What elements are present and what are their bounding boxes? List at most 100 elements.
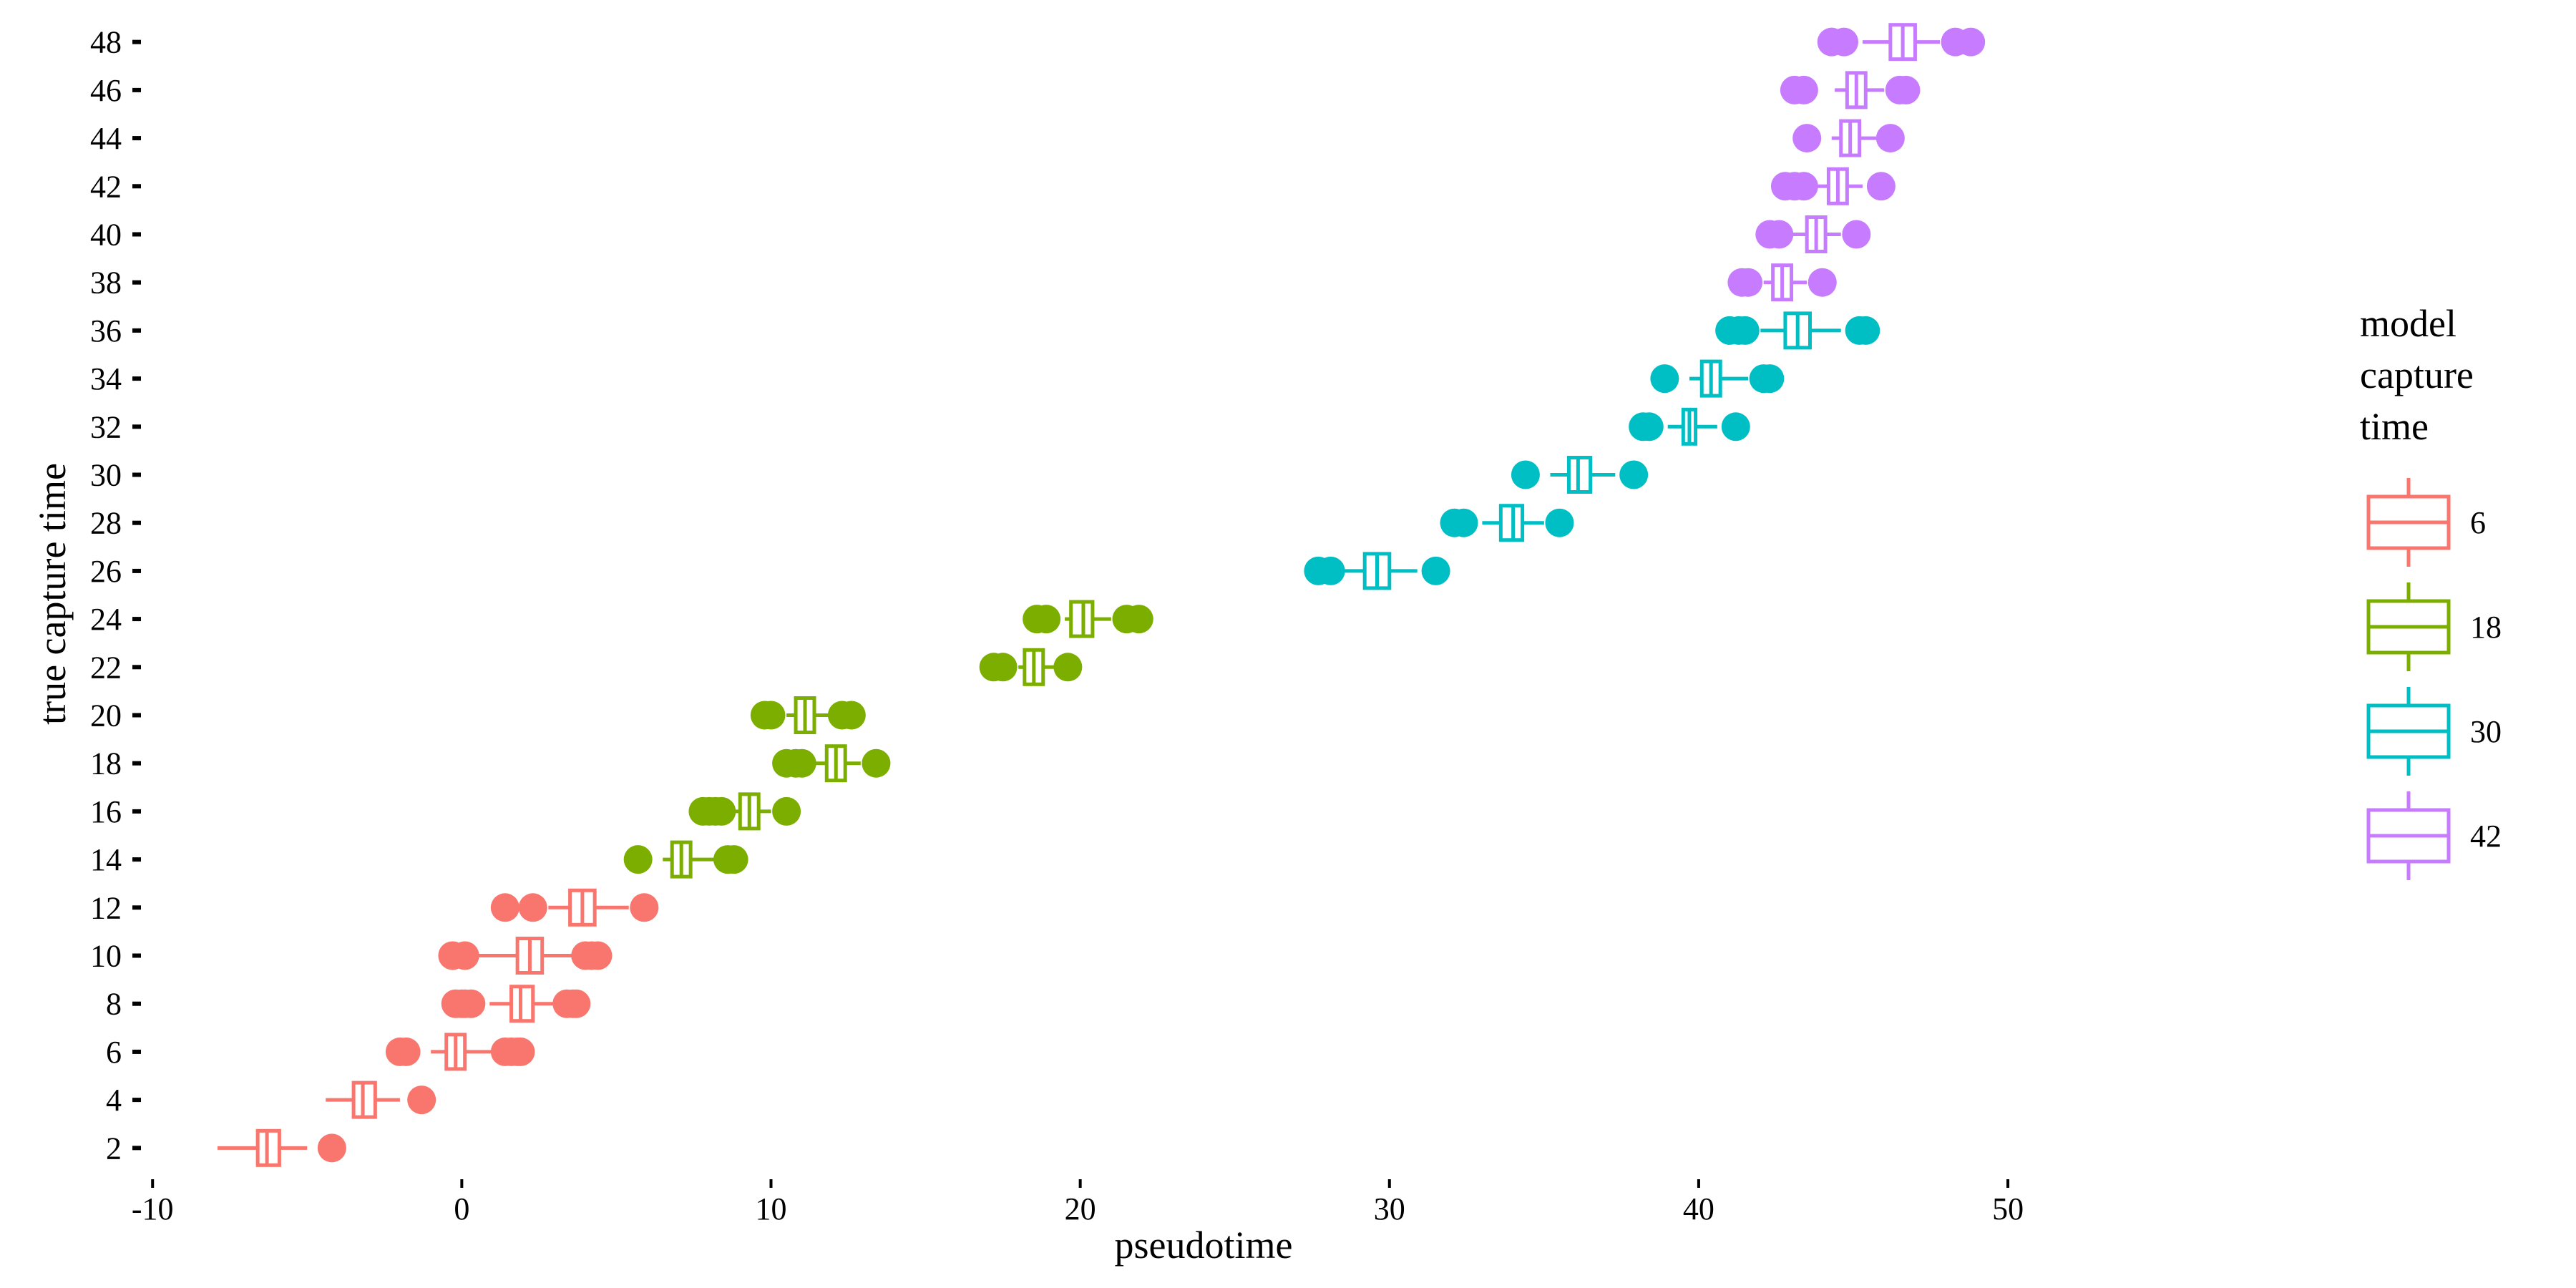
box-group bbox=[438, 937, 613, 975]
outlier-point bbox=[1755, 364, 1785, 394]
outlier-point bbox=[1789, 75, 1818, 104]
y-tick-label: 22 bbox=[90, 650, 122, 685]
box-group bbox=[1650, 359, 1785, 398]
outlier-point bbox=[506, 1037, 535, 1066]
box-group bbox=[979, 648, 1083, 686]
y-tick-label: 40 bbox=[90, 217, 122, 252]
box-group bbox=[441, 985, 591, 1023]
outlier-point bbox=[1891, 75, 1921, 104]
outlier-point bbox=[1124, 605, 1153, 634]
outlier-point bbox=[1511, 460, 1540, 489]
box-group bbox=[490, 888, 659, 927]
legend: model capture time 6 18 30 42 bbox=[2360, 302, 2502, 880]
y-tick-label: 34 bbox=[90, 361, 122, 396]
legend-entry-label: 30 bbox=[2470, 714, 2502, 749]
outlier-point bbox=[1421, 556, 1450, 585]
box-group bbox=[1727, 263, 1837, 302]
outlier-point bbox=[630, 893, 659, 922]
y-tick-label: 30 bbox=[90, 457, 122, 492]
x-tick-label: 0 bbox=[454, 1191, 469, 1226]
outlier-point bbox=[1789, 172, 1818, 201]
legend-title-line: model bbox=[2360, 302, 2457, 345]
box-group bbox=[385, 1033, 535, 1071]
x-tick-label: 50 bbox=[1992, 1191, 2024, 1226]
y-tick-label: 32 bbox=[90, 409, 122, 444]
outlier-point bbox=[772, 796, 801, 826]
box-group bbox=[1792, 119, 1905, 157]
box-group bbox=[772, 744, 891, 783]
outlier-point bbox=[836, 701, 866, 730]
legend-key bbox=[2366, 582, 2451, 671]
outlier-point bbox=[1053, 653, 1083, 682]
box-group bbox=[688, 792, 801, 831]
box-group bbox=[1629, 407, 1750, 446]
outlier-point bbox=[1851, 316, 1880, 345]
y-tick-label: 24 bbox=[90, 602, 122, 637]
outlier-point bbox=[707, 796, 736, 826]
outlier-point bbox=[862, 748, 891, 778]
outlier-point bbox=[1619, 460, 1649, 489]
box-group bbox=[1780, 71, 1921, 109]
y-tick-label: 4 bbox=[106, 1083, 122, 1118]
y-tick-label: 14 bbox=[90, 842, 122, 877]
box-group bbox=[750, 696, 866, 735]
x-axis-title: pseudotime bbox=[1115, 1224, 1293, 1267]
outlier-point bbox=[787, 748, 816, 778]
y-tick-label: 2 bbox=[106, 1131, 122, 1166]
outlier-point bbox=[1734, 268, 1763, 297]
outlier-point bbox=[490, 893, 519, 922]
box-group bbox=[1770, 167, 1896, 205]
legend-entry-label: 42 bbox=[2470, 819, 2502, 854]
plot-area bbox=[217, 23, 1986, 1167]
outlier-point bbox=[1842, 220, 1871, 249]
x-axis: -10 0 10 20 30 40 50 bbox=[132, 1179, 2024, 1226]
box-group bbox=[623, 840, 748, 879]
outlier-point bbox=[583, 941, 613, 970]
y-tick-label: 6 bbox=[106, 1035, 122, 1070]
outlier-point bbox=[756, 701, 786, 730]
x-tick-label: 10 bbox=[756, 1191, 787, 1226]
y-tick-label: 46 bbox=[90, 73, 122, 108]
legend-key bbox=[2366, 791, 2451, 880]
outlier-point bbox=[1807, 268, 1837, 297]
outlier-point bbox=[1545, 508, 1574, 537]
outlier-point bbox=[1650, 364, 1679, 394]
legend-key bbox=[2366, 687, 2451, 776]
outlier-point bbox=[407, 1085, 436, 1115]
y-tick-label: 26 bbox=[90, 554, 122, 589]
box-group bbox=[1817, 23, 1986, 62]
outlier-point bbox=[1721, 412, 1750, 441]
outlier-point bbox=[1316, 556, 1345, 585]
y-tick-label: 10 bbox=[90, 939, 122, 974]
y-tick-label: 38 bbox=[90, 265, 122, 301]
box-group bbox=[1715, 311, 1880, 350]
outlier-point bbox=[518, 893, 547, 922]
outlier-point bbox=[1956, 27, 1986, 57]
x-tick-label: -10 bbox=[132, 1191, 174, 1226]
outlier-point bbox=[719, 845, 748, 874]
y-tick-label: 20 bbox=[90, 698, 122, 733]
y-tick-label: 48 bbox=[90, 25, 122, 60]
y-axis: 2468101214161820222426283032343638404244… bbox=[90, 25, 141, 1166]
outlier-point bbox=[391, 1037, 421, 1066]
outlier-point bbox=[317, 1133, 346, 1163]
y-tick-label: 16 bbox=[90, 794, 122, 829]
outlier-point bbox=[562, 989, 591, 1018]
box-group bbox=[217, 1128, 346, 1167]
outlier-point bbox=[623, 845, 653, 874]
y-tick-label: 36 bbox=[90, 313, 122, 348]
x-tick-label: 20 bbox=[1065, 1191, 1096, 1226]
x-tick-label: 40 bbox=[1683, 1191, 1714, 1226]
y-tick-label: 8 bbox=[106, 987, 122, 1022]
box-group bbox=[1755, 215, 1871, 253]
outlier-point bbox=[988, 653, 1018, 682]
box-group bbox=[1023, 600, 1153, 638]
y-tick-label: 28 bbox=[90, 506, 122, 541]
legend-entry-label: 18 bbox=[2470, 610, 2502, 645]
legend-entry-label: 6 bbox=[2470, 505, 2486, 540]
outlier-point bbox=[1765, 220, 1794, 249]
legend-title-line: capture bbox=[2360, 353, 2474, 396]
outlier-point bbox=[1730, 316, 1760, 345]
y-tick-label: 44 bbox=[90, 121, 122, 156]
